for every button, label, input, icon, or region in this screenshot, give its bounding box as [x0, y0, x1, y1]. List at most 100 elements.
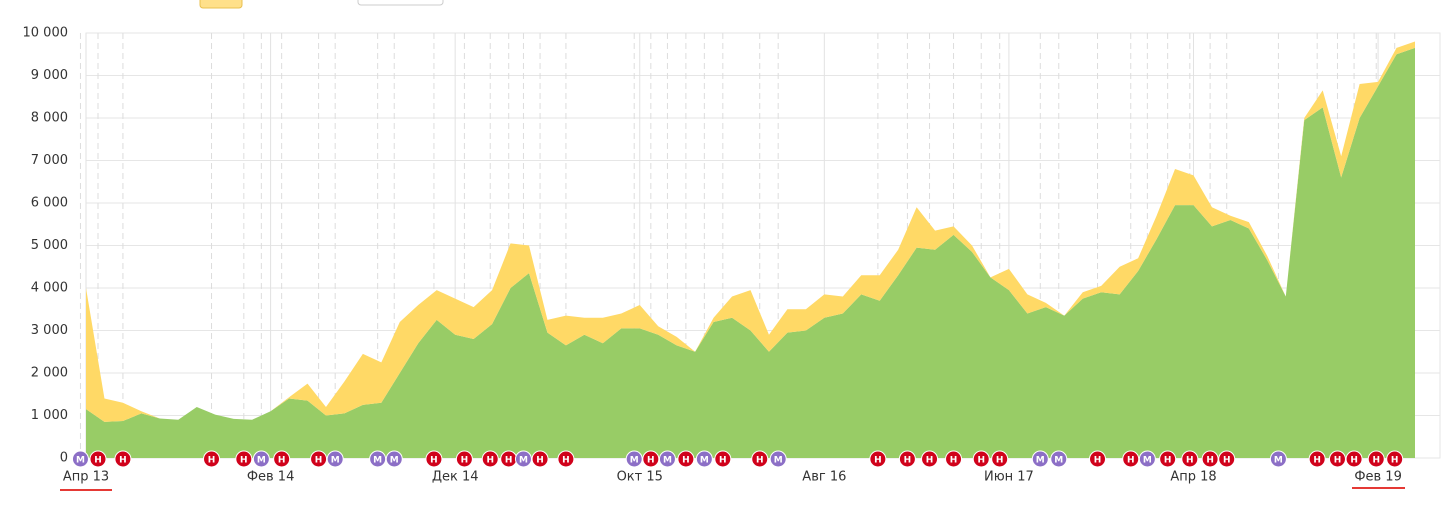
event-marker[interactable]: Н [500, 450, 518, 468]
event-marker[interactable]: Н [1345, 450, 1363, 468]
event-marker[interactable]: Н [898, 450, 916, 468]
event-marker[interactable]: М [1050, 450, 1068, 468]
event-marker[interactable]: М [252, 450, 270, 468]
event-bubble [114, 450, 132, 468]
event-bubble [945, 450, 963, 468]
event-bubble [89, 450, 107, 468]
event-bubble [714, 450, 732, 468]
event-marker[interactable]: Н [481, 450, 499, 468]
event-label: Н [119, 456, 127, 466]
x-tick-label: Апр 13 [63, 470, 109, 485]
event-label: Н [1186, 456, 1194, 466]
event-bubble [1159, 450, 1177, 468]
x-tick-label: Авг 16 [802, 470, 846, 485]
event-bubble [1201, 450, 1219, 468]
event-bubble [921, 450, 939, 468]
event-label: Н [1334, 456, 1342, 466]
event-marker[interactable]: Н [557, 450, 575, 468]
event-marker[interactable]: Н [425, 450, 443, 468]
event-marker[interactable]: Н [972, 450, 990, 468]
event-bubble [1050, 450, 1068, 468]
event-marker[interactable]: Н [1181, 450, 1199, 468]
event-bubble [769, 450, 787, 468]
event-marker[interactable]: М [1138, 450, 1156, 468]
event-marker[interactable]: Н [455, 450, 473, 468]
event-marker[interactable]: Н [531, 450, 549, 468]
event-marker[interactable]: М [369, 450, 387, 468]
event-marker[interactable]: Н [714, 450, 732, 468]
event-marker[interactable]: М [625, 450, 643, 468]
event-bubble [481, 450, 499, 468]
event-label: М [257, 456, 266, 466]
event-label: Н [240, 456, 248, 466]
event-marker[interactable]: Н [1089, 450, 1107, 468]
event-marker[interactable]: Н [642, 450, 660, 468]
event-marker[interactable]: М [71, 450, 89, 468]
y-tick-label: 0 [60, 451, 68, 466]
legend-toggle[interactable] [199, 0, 243, 9]
event-marker[interactable]: Н [1328, 450, 1346, 468]
event-label: М [1054, 456, 1063, 466]
event-marker[interactable]: Н [1201, 450, 1219, 468]
event-marker[interactable]: Н [1159, 450, 1177, 468]
event-marker[interactable]: Н [89, 450, 107, 468]
event-marker[interactable]: М [695, 450, 713, 468]
event-bubble [1367, 450, 1385, 468]
event-marker[interactable]: Н [1122, 450, 1140, 468]
area [86, 41, 1415, 422]
event-marker[interactable]: М [514, 450, 532, 468]
event-bubble [514, 450, 532, 468]
event-label: Н [756, 456, 764, 466]
event-marker[interactable]: Н [991, 450, 1009, 468]
event-label: Н [977, 456, 985, 466]
legend-toggle[interactable] [357, 0, 444, 6]
event-marker[interactable]: М [769, 450, 787, 468]
event-marker[interactable]: Н [921, 450, 939, 468]
event-marker[interactable]: Н [945, 450, 963, 468]
event-bubble [385, 450, 403, 468]
event-bubble [310, 450, 328, 468]
event-label: М [1274, 456, 1283, 466]
event-label: Н [1372, 456, 1380, 466]
event-marker[interactable]: М [385, 450, 403, 468]
event-bubble [1308, 450, 1326, 468]
event-marker[interactable]: Н [677, 450, 695, 468]
event-label: Н [904, 456, 912, 466]
event-marker[interactable]: Н [1386, 450, 1404, 468]
event-bubble [1328, 450, 1346, 468]
y-tick-label: 7 000 [31, 153, 68, 168]
event-bubble [625, 450, 643, 468]
event-marker[interactable]: Н [235, 450, 253, 468]
event-marker[interactable]: Н [1218, 450, 1236, 468]
x-tick-label: Апр 18 [1170, 470, 1216, 485]
event-marker[interactable]: Н [273, 450, 291, 468]
event-marker[interactable]: Н [1308, 450, 1326, 468]
event-bubble [869, 450, 887, 468]
event-bubble [425, 450, 443, 468]
event-bubble [455, 450, 473, 468]
event-marker[interactable]: М [658, 450, 676, 468]
y-tick-label: 8 000 [31, 111, 68, 126]
event-marker[interactable]: Н [1367, 450, 1385, 468]
event-bubble [1218, 450, 1236, 468]
event-marker[interactable]: Н [114, 450, 132, 468]
event-marker[interactable]: М [1031, 450, 1049, 468]
event-label: М [1143, 456, 1152, 466]
event-bubble [1138, 450, 1156, 468]
event-bubble [326, 450, 344, 468]
event-marker[interactable]: М [1269, 450, 1287, 468]
event-marker[interactable]: Н [310, 450, 328, 468]
event-label: Н [1164, 456, 1172, 466]
event-label: Н [505, 456, 513, 466]
event-label: Н [682, 456, 690, 466]
event-bubble [991, 450, 1009, 468]
event-marker[interactable]: Н [203, 450, 221, 468]
event-marker[interactable]: Н [751, 450, 769, 468]
event-marker[interactable]: Н [869, 450, 887, 468]
event-bubble [1031, 450, 1049, 468]
event-bubble [531, 450, 549, 468]
event-marker[interactable]: М [326, 450, 344, 468]
event-label: Н [647, 456, 655, 466]
event-label: М [774, 456, 783, 466]
